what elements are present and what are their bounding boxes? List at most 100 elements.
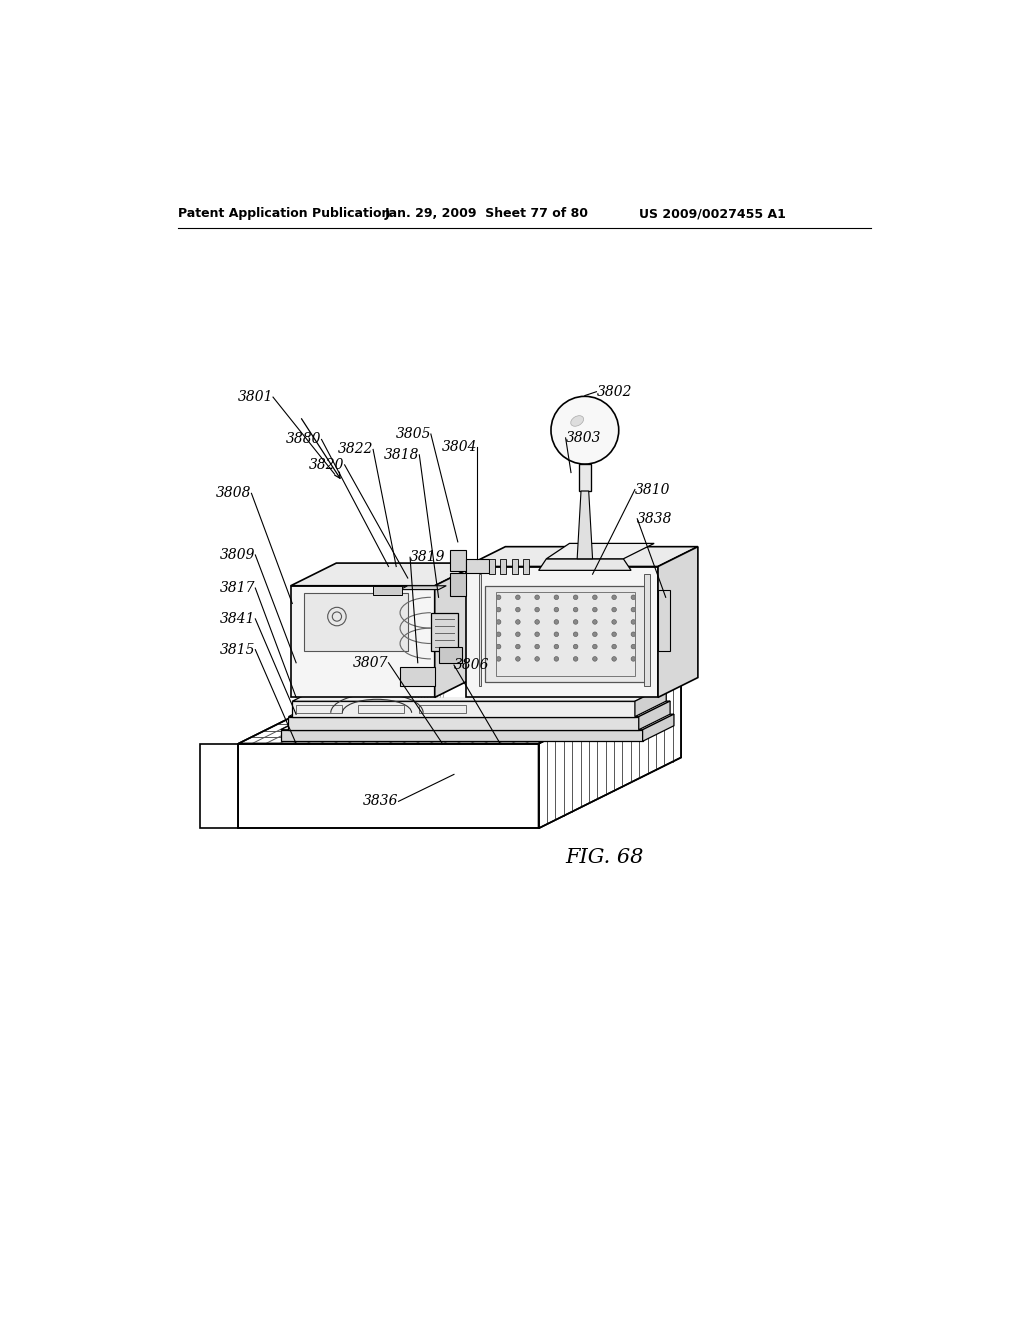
Bar bbox=[451, 573, 466, 595]
Polygon shape bbox=[304, 594, 408, 651]
Polygon shape bbox=[578, 491, 593, 558]
Polygon shape bbox=[200, 743, 239, 829]
Circle shape bbox=[515, 644, 520, 649]
Circle shape bbox=[573, 644, 578, 649]
Text: FIG. 68: FIG. 68 bbox=[565, 847, 644, 867]
Polygon shape bbox=[239, 673, 681, 743]
Circle shape bbox=[573, 595, 578, 599]
Bar bbox=[438, 647, 462, 663]
Circle shape bbox=[611, 644, 616, 649]
Text: 3802: 3802 bbox=[596, 384, 632, 399]
Circle shape bbox=[497, 595, 501, 599]
Polygon shape bbox=[400, 586, 446, 590]
Polygon shape bbox=[239, 743, 539, 829]
Polygon shape bbox=[484, 586, 646, 682]
Circle shape bbox=[611, 607, 616, 612]
Text: 3820: 3820 bbox=[309, 458, 345, 471]
Circle shape bbox=[515, 632, 520, 636]
Circle shape bbox=[515, 595, 520, 599]
Polygon shape bbox=[479, 574, 481, 686]
Circle shape bbox=[535, 644, 540, 649]
Circle shape bbox=[631, 607, 636, 612]
Circle shape bbox=[554, 656, 559, 661]
Bar bbox=[488, 558, 495, 574]
Text: 3815: 3815 bbox=[220, 643, 255, 656]
Circle shape bbox=[535, 607, 540, 612]
Polygon shape bbox=[437, 582, 469, 697]
Text: 3819: 3819 bbox=[410, 550, 445, 564]
Polygon shape bbox=[291, 564, 480, 586]
Polygon shape bbox=[539, 558, 631, 570]
Circle shape bbox=[631, 632, 636, 636]
Polygon shape bbox=[643, 714, 674, 742]
Circle shape bbox=[593, 632, 597, 636]
Circle shape bbox=[631, 619, 636, 624]
Circle shape bbox=[631, 656, 636, 661]
Polygon shape bbox=[292, 685, 667, 701]
Circle shape bbox=[551, 396, 618, 465]
Circle shape bbox=[535, 595, 540, 599]
Circle shape bbox=[497, 632, 501, 636]
Text: Jan. 29, 2009  Sheet 77 of 80: Jan. 29, 2009 Sheet 77 of 80 bbox=[385, 207, 589, 220]
Polygon shape bbox=[644, 574, 650, 686]
Ellipse shape bbox=[570, 416, 584, 426]
Polygon shape bbox=[291, 586, 435, 697]
Bar bbox=[523, 558, 529, 574]
Text: 3838: 3838 bbox=[637, 512, 673, 525]
Circle shape bbox=[611, 595, 616, 599]
Text: 3806: 3806 bbox=[454, 659, 489, 672]
Text: 3880: 3880 bbox=[286, 433, 322, 446]
Circle shape bbox=[554, 632, 559, 636]
Polygon shape bbox=[466, 558, 488, 573]
Bar bbox=[658, 590, 670, 651]
Polygon shape bbox=[289, 717, 639, 730]
Circle shape bbox=[593, 644, 597, 649]
Text: 3803: 3803 bbox=[565, 430, 601, 445]
Text: 3807: 3807 bbox=[353, 656, 388, 669]
Bar bbox=[512, 558, 518, 574]
Circle shape bbox=[593, 595, 597, 599]
Circle shape bbox=[497, 607, 501, 612]
Circle shape bbox=[497, 619, 501, 624]
Circle shape bbox=[515, 607, 520, 612]
Text: 3808: 3808 bbox=[216, 486, 252, 500]
Text: 3836: 3836 bbox=[364, 795, 398, 808]
Circle shape bbox=[593, 656, 597, 661]
Text: 3809: 3809 bbox=[220, 548, 255, 562]
Circle shape bbox=[573, 656, 578, 661]
Text: 3804: 3804 bbox=[441, 440, 477, 454]
Circle shape bbox=[515, 656, 520, 661]
Circle shape bbox=[515, 619, 520, 624]
Circle shape bbox=[573, 607, 578, 612]
Bar bbox=[500, 558, 506, 574]
Polygon shape bbox=[466, 566, 658, 697]
Circle shape bbox=[554, 595, 559, 599]
Polygon shape bbox=[639, 701, 670, 730]
Polygon shape bbox=[281, 714, 674, 730]
Circle shape bbox=[497, 656, 501, 661]
Text: Patent Application Publication: Patent Application Publication bbox=[178, 207, 391, 220]
Circle shape bbox=[631, 595, 636, 599]
Bar bbox=[451, 549, 466, 572]
Polygon shape bbox=[635, 685, 667, 717]
Circle shape bbox=[497, 644, 501, 649]
Text: 3818: 3818 bbox=[384, 447, 419, 462]
Circle shape bbox=[535, 656, 540, 661]
Bar bbox=[400, 667, 435, 686]
Circle shape bbox=[593, 607, 597, 612]
Circle shape bbox=[554, 644, 559, 649]
Polygon shape bbox=[547, 544, 654, 558]
Polygon shape bbox=[579, 465, 591, 491]
Polygon shape bbox=[435, 564, 480, 697]
Circle shape bbox=[554, 619, 559, 624]
Circle shape bbox=[554, 607, 559, 612]
Text: 3810: 3810 bbox=[635, 483, 671, 496]
Text: 3822: 3822 bbox=[338, 442, 373, 457]
Polygon shape bbox=[658, 546, 698, 697]
Bar bbox=[373, 586, 402, 595]
Text: 3817: 3817 bbox=[220, 581, 255, 595]
Circle shape bbox=[611, 632, 616, 636]
Text: 3841: 3841 bbox=[220, 612, 255, 626]
Circle shape bbox=[631, 644, 636, 649]
Circle shape bbox=[535, 619, 540, 624]
